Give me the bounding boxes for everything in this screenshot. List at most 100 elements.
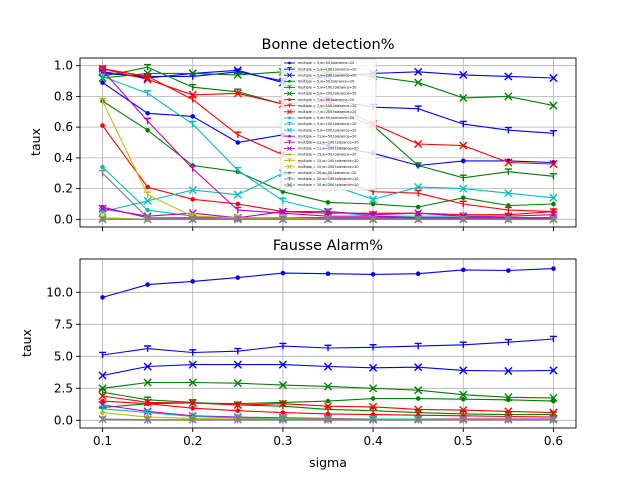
y-tick-label: 10.0 [46, 285, 73, 299]
data-point [100, 80, 105, 85]
data-point [504, 215, 513, 224]
data-point [459, 70, 468, 79]
data-point [504, 206, 512, 214]
x-tick-label: 0.3 [273, 434, 292, 448]
data-point [415, 396, 421, 401]
legend-entry: multiple = 9,w=100,tolerance=20 [284, 122, 356, 126]
data-point [234, 131, 242, 138]
data-point [459, 390, 468, 399]
legend-label: multiple = 9,w=50,tolerance=20 [298, 116, 354, 120]
data-point [370, 396, 376, 401]
y-tick-label: 5.0 [54, 349, 73, 363]
y-tick-label: 2.5 [54, 381, 73, 395]
data-point [279, 197, 287, 205]
data-point [414, 363, 423, 372]
data-point [188, 69, 197, 78]
data-point [279, 342, 287, 350]
data-point [98, 215, 107, 224]
data-point [323, 215, 333, 224]
data-point [549, 172, 557, 180]
data-point [189, 120, 197, 128]
data-point [504, 158, 513, 167]
data-point [504, 366, 513, 376]
legend-marker [287, 176, 292, 181]
data-point [459, 93, 468, 103]
data-point [100, 410, 105, 415]
data-point [190, 405, 196, 411]
legend-frame [280, 58, 377, 191]
data-point [414, 67, 423, 76]
legend-marker [288, 116, 291, 120]
data-point [278, 215, 288, 224]
data-point [504, 338, 512, 346]
data-point [549, 159, 558, 169]
data-point [233, 215, 242, 224]
data-point [233, 360, 242, 369]
data-point [323, 362, 333, 371]
legend-entry: multiple = 5,w=100,tolerance=20 [284, 85, 356, 90]
data-point [414, 189, 422, 197]
data-point [504, 72, 513, 81]
data-point [98, 204, 107, 213]
data-point [504, 168, 512, 175]
x-tick-label: 0.2 [183, 434, 202, 448]
data-point [460, 158, 466, 164]
data-point [278, 381, 288, 390]
legend-label: multiple = 7,w=200,tolerance=20 [298, 110, 356, 114]
data-point [98, 371, 107, 380]
data-point [414, 342, 422, 350]
legend-marker [288, 79, 291, 83]
series-2 [98, 360, 558, 380]
data-point [414, 209, 423, 218]
data-point [414, 139, 423, 149]
legend-entry: multiple = 3,w=200,tolerance=20 [284, 72, 356, 78]
data-point [459, 405, 468, 415]
legend-label: multiple = 5,w=100,tolerance=20 [298, 86, 356, 90]
y-tick-label: 0.6 [54, 120, 73, 134]
legend-marker [287, 109, 292, 115]
legend-entry: multiple = 20,w=200,tolerance=20 [284, 182, 359, 188]
data-point [414, 416, 422, 424]
data-point [278, 207, 288, 216]
legend-entry: multiple = 3,w=100,tolerance=20 [284, 67, 356, 71]
data-point [99, 351, 107, 359]
data-point [190, 114, 196, 119]
data-point [235, 201, 241, 207]
legend-entry: multiple = 9,w=50,tolerance=20 [284, 116, 354, 120]
series-20 [98, 215, 558, 224]
axes-frame [79, 57, 577, 228]
data-point [414, 105, 422, 112]
legend-marker [288, 61, 291, 65]
data-point [188, 215, 197, 224]
y-tick-label: 1.0 [54, 59, 73, 73]
legend-marker [287, 164, 292, 170]
data-point [145, 184, 150, 190]
data-point [414, 405, 423, 414]
legend-entry: multiple = 15,w=200,tolerance=20 [284, 164, 359, 170]
bottom-y-axis-label: taux [19, 329, 34, 357]
data-point [280, 410, 286, 415]
data-point [278, 399, 288, 408]
data-point [189, 416, 197, 424]
data-point [233, 70, 242, 79]
legend-entry: multiple = 15,w=100,tolerance=20 [284, 158, 359, 163]
data-point [368, 215, 378, 224]
legend-marker [287, 145, 292, 151]
legend-label: multiple = 20,w=100,tolerance=20 [298, 177, 359, 181]
data-point [459, 141, 468, 150]
data-point [368, 363, 378, 372]
data-point [368, 195, 378, 204]
data-point [145, 401, 150, 406]
y-tick-label: 0.4 [54, 151, 73, 165]
data-point [414, 386, 423, 395]
data-point [189, 165, 197, 172]
legend-entry: multiple = 11,w=100,tolerance=20 [284, 140, 359, 145]
bottom-x-axis-label: sigma [309, 455, 347, 470]
data-point [99, 388, 107, 396]
data-point [460, 267, 466, 273]
data-point [459, 200, 467, 208]
legend-label: multiple = 5,w=200,tolerance=20 [298, 92, 356, 96]
legend-label: multiple = 3,w=200,tolerance=20 [298, 73, 356, 77]
legend-marker [287, 122, 292, 126]
data-point [144, 90, 152, 97]
